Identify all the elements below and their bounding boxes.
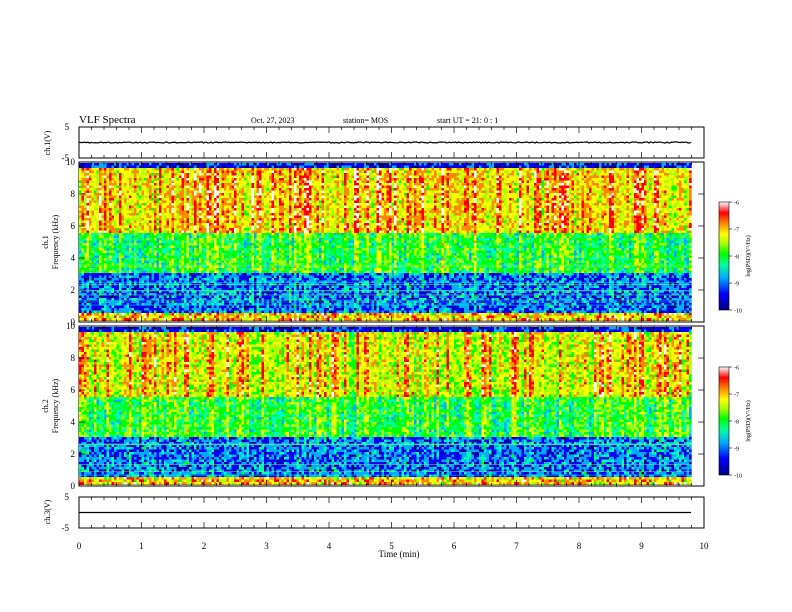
figure-title: VLF Spectra bbox=[79, 114, 136, 126]
x-tick-label: 1 bbox=[139, 541, 144, 551]
x-tick-label: 6 bbox=[452, 541, 457, 551]
ch2-colorbar-tick: -8 bbox=[734, 420, 739, 426]
ch2-y-tick-label: 8 bbox=[71, 353, 76, 363]
ch1-y-tick-label: 4 bbox=[71, 253, 76, 263]
ch2-y-tick-label: 2 bbox=[71, 449, 76, 459]
x-tick-label: 7 bbox=[514, 541, 519, 551]
ch1-voltage-y-tick-label: 5 bbox=[65, 122, 70, 132]
ch2-colorbar-tick: -7 bbox=[734, 393, 739, 399]
ch2-colorbar-tick: -6 bbox=[734, 366, 739, 372]
ch2-y-tick-label: 4 bbox=[71, 417, 76, 427]
ch2-y-tick-label: 0 bbox=[71, 481, 76, 491]
ch2-colorbar bbox=[719, 367, 729, 475]
ch2-y-tick-label: 6 bbox=[71, 385, 76, 395]
ch1-voltage-trace bbox=[79, 142, 691, 143]
x-tick-label: 0 bbox=[77, 541, 82, 551]
ch2-y-tick-label: 10 bbox=[66, 321, 76, 331]
x-tick-label: 4 bbox=[327, 541, 332, 551]
ch1-y-tick-label: 8 bbox=[71, 189, 76, 199]
x-axis-title: Time (min) bbox=[379, 549, 420, 559]
ch1-y-tick-label: 6 bbox=[71, 221, 76, 231]
start-time-label: start UT = 21: 0 : 1 bbox=[437, 116, 498, 125]
ch2-frequency-ylabel: Frequency (kHz) bbox=[51, 378, 60, 433]
ch1-voltage-ylabel: ch.1(V) bbox=[43, 130, 52, 155]
x-tick-label: 9 bbox=[639, 541, 644, 551]
x-tick-label: 3 bbox=[264, 541, 269, 551]
ch1-colorbar bbox=[719, 202, 729, 310]
x-tick-label: 2 bbox=[202, 541, 207, 551]
ch1-colorbar-tick: -9 bbox=[734, 282, 739, 288]
ch2-colorbar-tick: -9 bbox=[734, 447, 739, 453]
ch1-spectrogram-image bbox=[79, 163, 692, 321]
ch2-channel-label: ch.2 bbox=[41, 399, 50, 413]
ch1-frequency-ylabel: Frequency (kHz) bbox=[51, 214, 60, 269]
x-tick-label: 8 bbox=[577, 541, 582, 551]
ch2-colorbar-label: log(PSD)(V²/Hz) bbox=[745, 400, 752, 441]
date-label: Oct. 27, 2023 bbox=[251, 116, 295, 125]
ch2-spectrogram-image bbox=[79, 327, 692, 485]
ch1-y-tick-label: 2 bbox=[71, 285, 76, 295]
colorbar-ticks: -6 -7 -8 -9 -10 -6 -7 -8 -9 -10 bbox=[729, 201, 742, 480]
ch1-colorbar-tick: -7 bbox=[734, 228, 739, 234]
ch1-colorbar-tick: -8 bbox=[734, 255, 739, 261]
ch1-colorbar-tick: -10 bbox=[734, 309, 742, 315]
ch1-voltage-y-tick-label: -5 bbox=[62, 153, 70, 163]
ch2-colorbar-tick: -10 bbox=[734, 474, 742, 480]
voltage-line bbox=[79, 142, 691, 143]
ch3-voltage-y-tick-label: -5 bbox=[62, 523, 70, 533]
ch1-channel-label: ch.1 bbox=[41, 235, 50, 249]
x-tick-label: 10 bbox=[700, 541, 710, 551]
ch3-voltage-y-tick-label: 5 bbox=[65, 492, 70, 502]
ch1-colorbar-tick: -6 bbox=[734, 201, 739, 207]
ch3-voltage-ylabel: ch.3(V) bbox=[43, 499, 52, 524]
station-label: station= MOS bbox=[343, 116, 388, 125]
ch1-colorbar-label: log(PSD)(V²/Hz) bbox=[745, 235, 752, 276]
